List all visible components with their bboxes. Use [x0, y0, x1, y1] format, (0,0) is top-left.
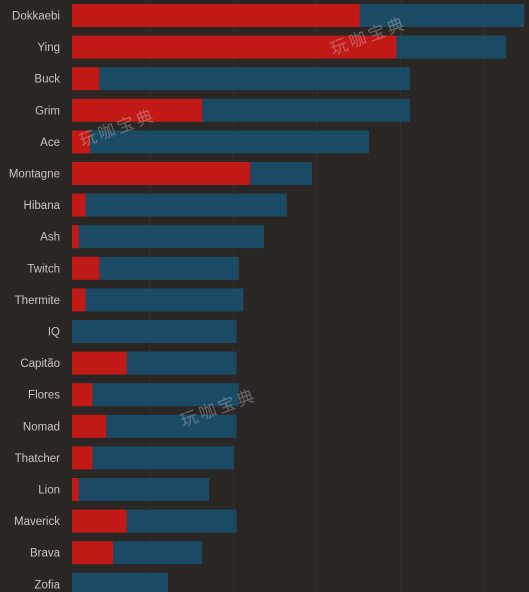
bar-segment-red — [72, 351, 127, 375]
bar-segment-blue — [202, 98, 411, 122]
bar-segment-blue — [359, 4, 525, 27]
category-label: Nomad — [23, 421, 60, 433]
bar-segment-blue — [396, 35, 507, 59]
bar-segment-blue — [78, 478, 210, 501]
category-label: Buck — [34, 74, 60, 86]
category-label: Ying — [37, 42, 60, 54]
bar-segment-blue — [92, 446, 235, 470]
bar-segment-red — [72, 541, 114, 565]
category-label: Zofia — [34, 579, 60, 591]
category-label: Maverick — [14, 516, 60, 528]
bar-segment-red — [72, 509, 127, 533]
bar-segment-blue — [72, 572, 168, 592]
bar-segment-blue — [113, 541, 203, 565]
category-label: Brava — [30, 548, 61, 560]
bar-segment-red — [72, 98, 203, 122]
bar-segment-blue — [90, 130, 370, 154]
bar-segment-blue — [126, 509, 237, 533]
bar-segment-blue — [250, 162, 312, 185]
category-label: Montagne — [9, 169, 60, 181]
bar-segment-red — [72, 478, 79, 501]
bar-segment-red — [72, 288, 86, 312]
bar-segment-blue — [126, 351, 237, 375]
category-label: Flores — [28, 390, 60, 402]
bar-segment-blue — [72, 320, 237, 343]
category-label: IQ — [48, 327, 60, 339]
bar-segment-blue — [99, 256, 239, 280]
bar-segment-blue — [85, 288, 244, 312]
bar-segment-red — [72, 414, 107, 438]
bar-segment-red — [72, 446, 93, 470]
category-label: Capitão — [20, 358, 60, 370]
category-label: Dokkaebi — [12, 11, 60, 23]
category-label: Twitch — [27, 263, 60, 275]
category-label: Thermite — [15, 295, 60, 307]
category-label: Ace — [40, 137, 60, 149]
bar-segment-red — [72, 130, 91, 154]
category-labels: Dokkaebi Ying Buck Grim Ace Montagne Hibana Ash… — [9, 11, 61, 592]
bar-segment-red — [72, 162, 251, 185]
bar-segment-red — [72, 225, 79, 249]
category-label: Lion — [38, 485, 60, 497]
bar-segment-red — [72, 35, 397, 59]
category-label: Thatcher — [15, 453, 61, 465]
bar-segment-red — [72, 67, 100, 91]
bar-segment-blue — [92, 383, 239, 407]
category-label: Ash — [40, 232, 60, 244]
bar-segment-red — [72, 4, 360, 27]
bar-segment-red — [72, 383, 93, 407]
bar-segment-red — [72, 256, 100, 280]
bar-segment-red — [72, 193, 86, 217]
category-label: Hibana — [24, 200, 61, 212]
bar-series — [72, 4, 525, 592]
bar-segment-blue — [99, 67, 411, 91]
category-label: Grim — [35, 105, 60, 117]
bar-segment-blue — [85, 193, 287, 217]
bar-segment-blue — [106, 414, 237, 438]
bar-segment-blue — [78, 225, 264, 249]
